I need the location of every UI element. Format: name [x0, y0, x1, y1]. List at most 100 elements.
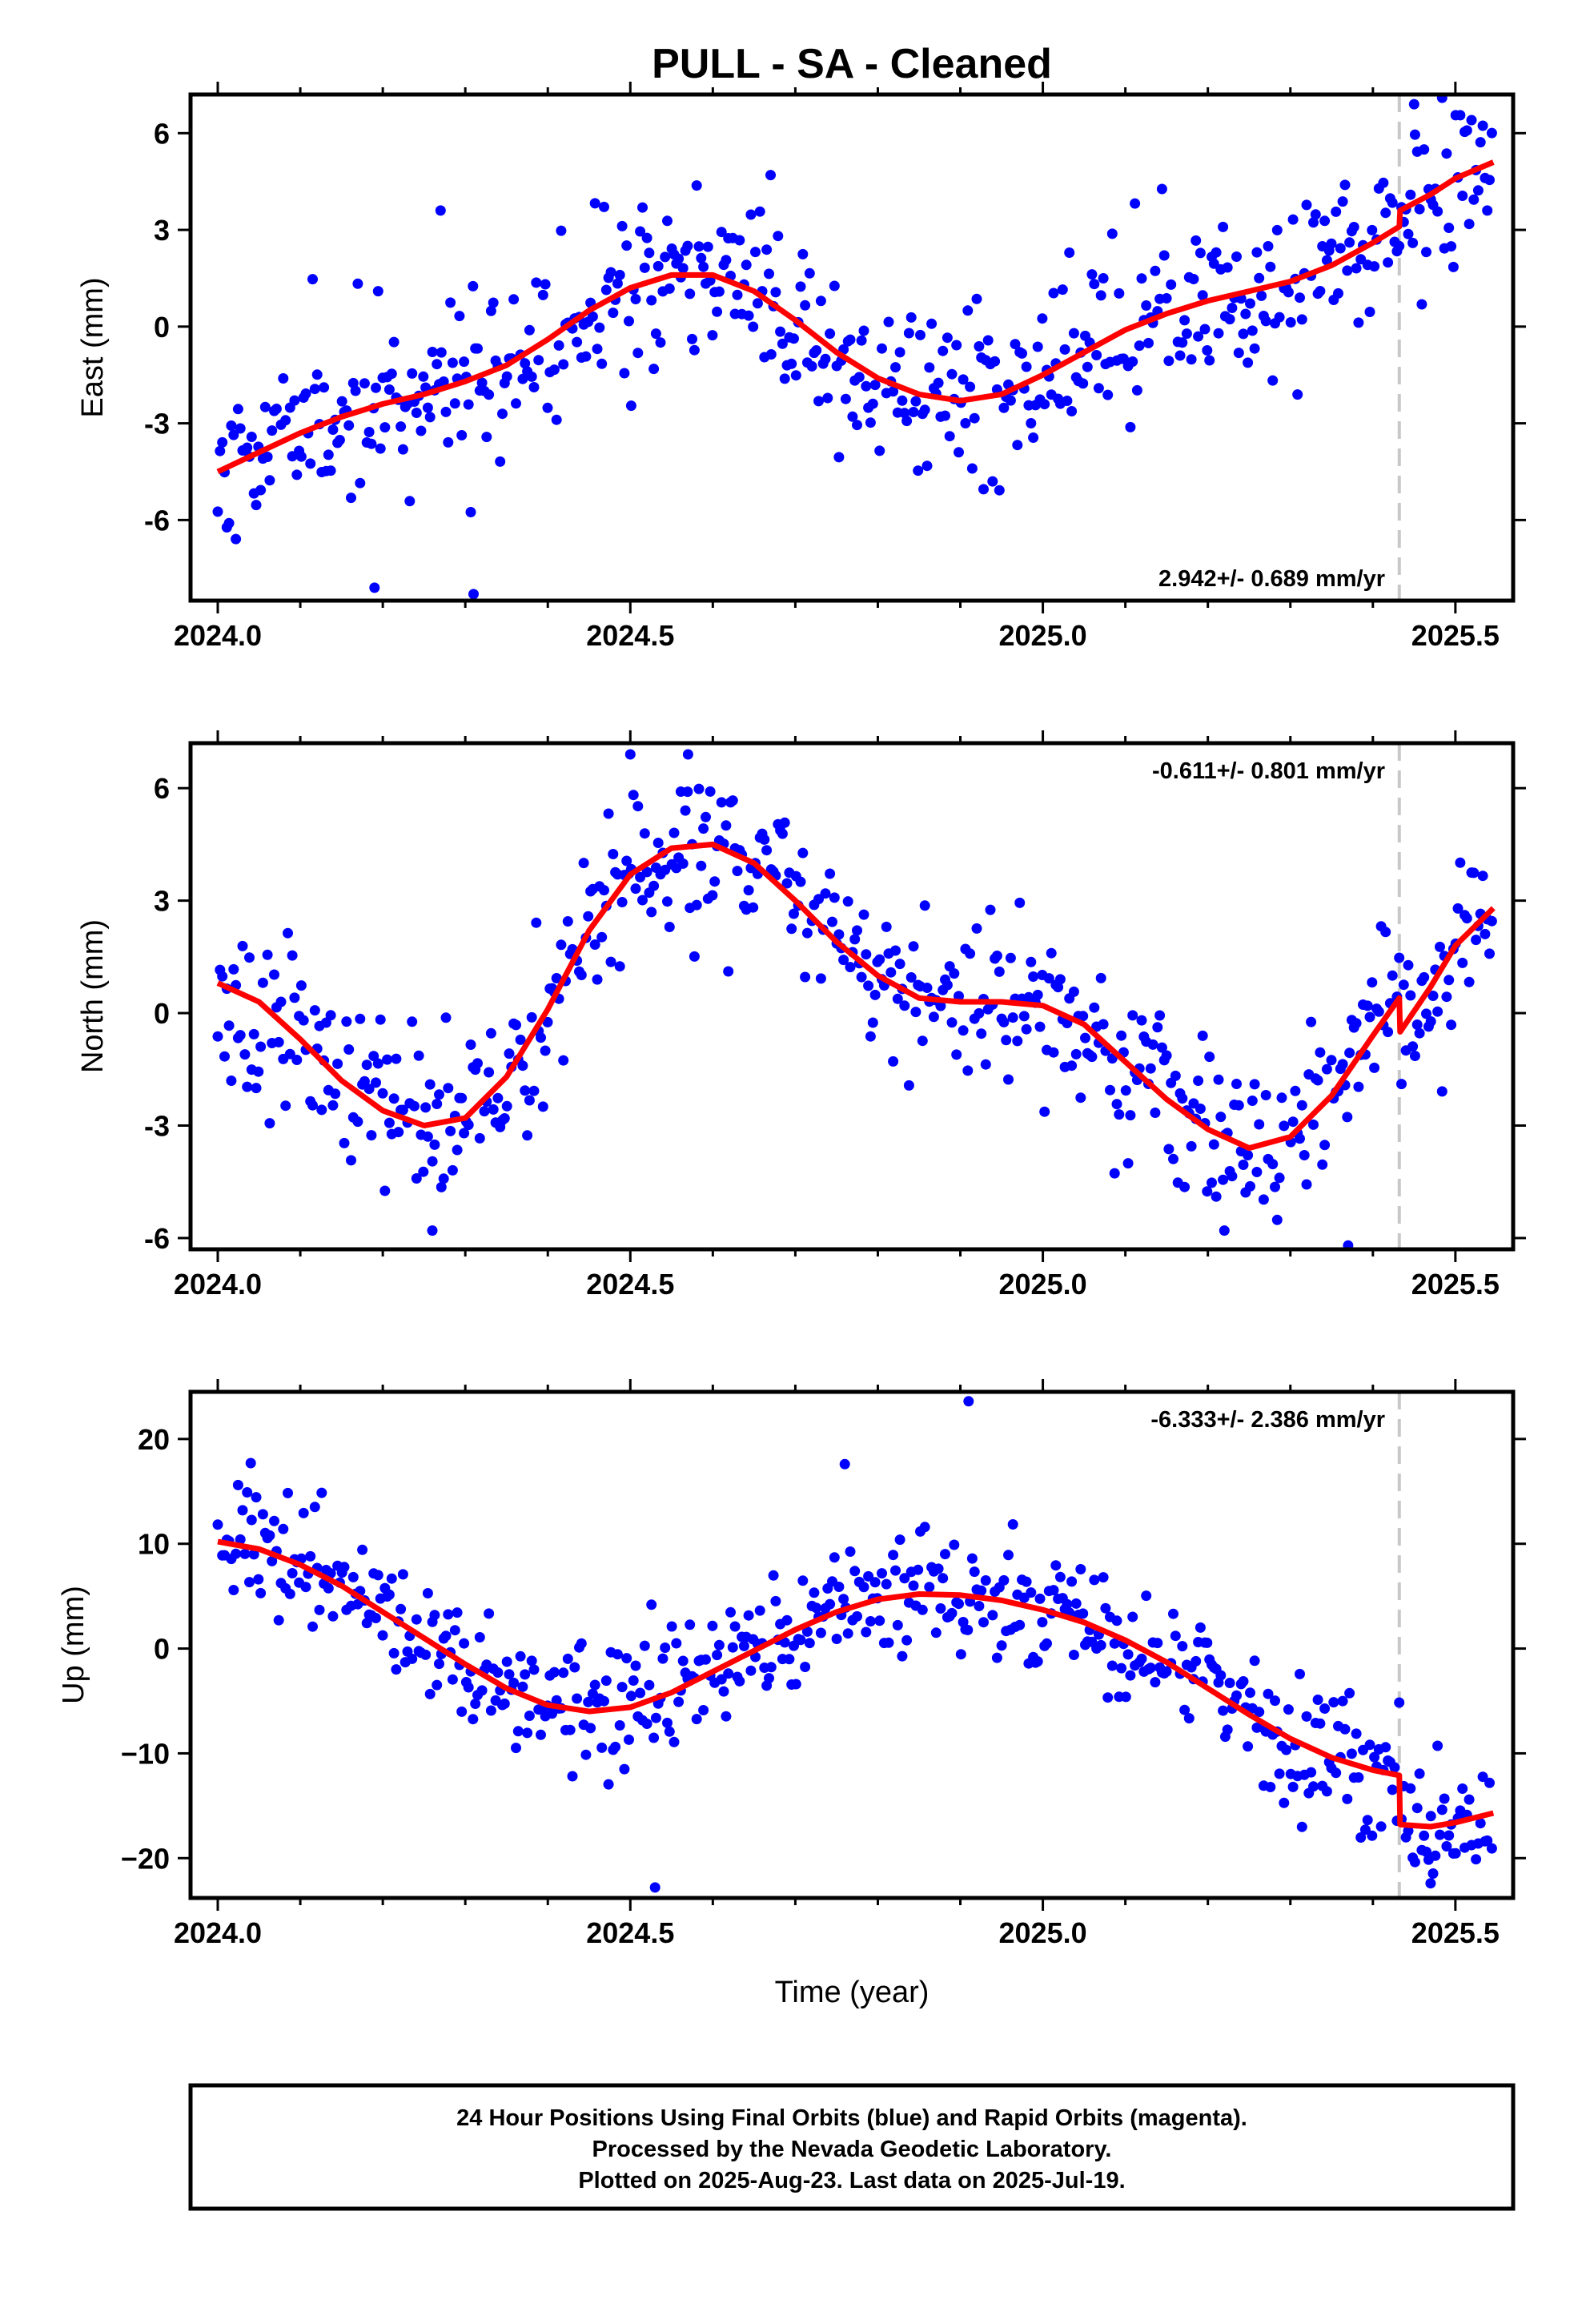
- up-point: [660, 1642, 671, 1653]
- north-point: [1204, 1051, 1215, 1063]
- east-point: [954, 447, 964, 458]
- up-x-ticks: [216, 1379, 1457, 1911]
- east-point: [1102, 389, 1114, 400]
- east-point: [1260, 316, 1271, 327]
- east-point: [369, 582, 380, 593]
- up-point: [938, 1573, 949, 1584]
- east-point: [1285, 317, 1296, 328]
- east-point: [551, 414, 562, 425]
- up-point: [800, 1662, 811, 1672]
- north-point: [928, 1011, 939, 1023]
- up-point: [391, 1664, 402, 1675]
- east-point: [526, 371, 537, 382]
- east-point: [693, 241, 705, 252]
- north-point: [1480, 928, 1491, 939]
- north-point: [452, 1144, 463, 1156]
- up-point: [562, 1653, 573, 1664]
- north-point: [1312, 1075, 1323, 1086]
- up-point: [727, 1642, 738, 1653]
- up-point: [1127, 1611, 1138, 1622]
- north-point: [689, 951, 700, 962]
- up-point: [524, 1711, 535, 1721]
- north-point: [888, 1055, 899, 1067]
- north-point: [262, 949, 273, 960]
- up-point: [522, 1727, 533, 1739]
- east-point: [1048, 287, 1059, 299]
- north-point: [723, 966, 734, 977]
- north-point: [1213, 1074, 1224, 1085]
- north-point: [1287, 1116, 1299, 1128]
- north-point: [892, 993, 903, 1004]
- up-point: [962, 1624, 974, 1635]
- up-point: [231, 1548, 242, 1559]
- north-point: [800, 971, 811, 983]
- north-point: [1021, 1023, 1032, 1035]
- east-point: [890, 362, 901, 373]
- up-point: [1337, 1695, 1348, 1707]
- up-point: [504, 1669, 515, 1680]
- up-point: [520, 1669, 531, 1680]
- north-point: [330, 1088, 341, 1100]
- north-point: [1120, 1085, 1131, 1096]
- north-point: [908, 941, 919, 952]
- east-point: [632, 348, 644, 359]
- north-point: [531, 917, 542, 928]
- east-point: [1292, 389, 1303, 400]
- north-point: [427, 1156, 438, 1167]
- up-point: [1021, 1576, 1032, 1587]
- north-point: [605, 956, 616, 967]
- up-point: [1109, 1638, 1120, 1649]
- east-point: [673, 253, 685, 264]
- up-point: [429, 1610, 440, 1621]
- north-point: [352, 1116, 363, 1128]
- east-point: [1227, 303, 1238, 313]
- up-point: [452, 1607, 463, 1618]
- up-point: [548, 1667, 560, 1678]
- north-point: [980, 1059, 991, 1070]
- up-point: [235, 1534, 246, 1545]
- footer-line-plotted: Plotted on 2025-Aug-23. Last data on 202…: [578, 2168, 1125, 2193]
- north-x-ticks: [216, 730, 1457, 1262]
- up-point: [811, 1602, 822, 1614]
- north-point: [603, 808, 614, 819]
- east-point: [307, 274, 318, 285]
- east-point: [874, 445, 885, 456]
- east-point: [1353, 317, 1364, 328]
- up-point: [396, 1603, 407, 1614]
- north-point: [1125, 1110, 1136, 1121]
- east-point: [621, 240, 632, 251]
- up-point: [1249, 1655, 1260, 1667]
- up-point: [770, 1595, 781, 1606]
- east-point: [228, 429, 239, 440]
- east-point: [235, 423, 246, 434]
- east-point: [940, 410, 950, 421]
- north-point: [1007, 1012, 1018, 1023]
- up-point: [1414, 1768, 1425, 1779]
- north-point: [1344, 1047, 1355, 1059]
- north-point: [371, 1077, 381, 1088]
- north-point: [1446, 1019, 1457, 1031]
- east-point: [1012, 440, 1023, 451]
- north-point: [1306, 1016, 1317, 1027]
- up-point: [1312, 1695, 1323, 1705]
- north-point: [542, 1016, 553, 1027]
- up-point: [1177, 1641, 1188, 1652]
- up-point: [1295, 1668, 1305, 1679]
- up-point: [1152, 1638, 1163, 1649]
- up-point: [1161, 1666, 1172, 1677]
- north-point: [242, 1081, 253, 1092]
- up-point: [1222, 1724, 1233, 1735]
- east-point: [323, 449, 334, 460]
- east-frame: [188, 92, 1516, 603]
- up-point: [1068, 1650, 1079, 1660]
- up-point: [255, 1587, 267, 1598]
- up-point: [1315, 1718, 1326, 1729]
- north-point: [608, 849, 619, 859]
- north-point: [1215, 1112, 1227, 1123]
- north-point: [427, 1225, 438, 1236]
- north-point: [646, 907, 657, 918]
- east-point: [346, 493, 356, 504]
- east-point: [1204, 355, 1215, 366]
- east-point: [508, 294, 520, 305]
- east-point: [1351, 263, 1362, 274]
